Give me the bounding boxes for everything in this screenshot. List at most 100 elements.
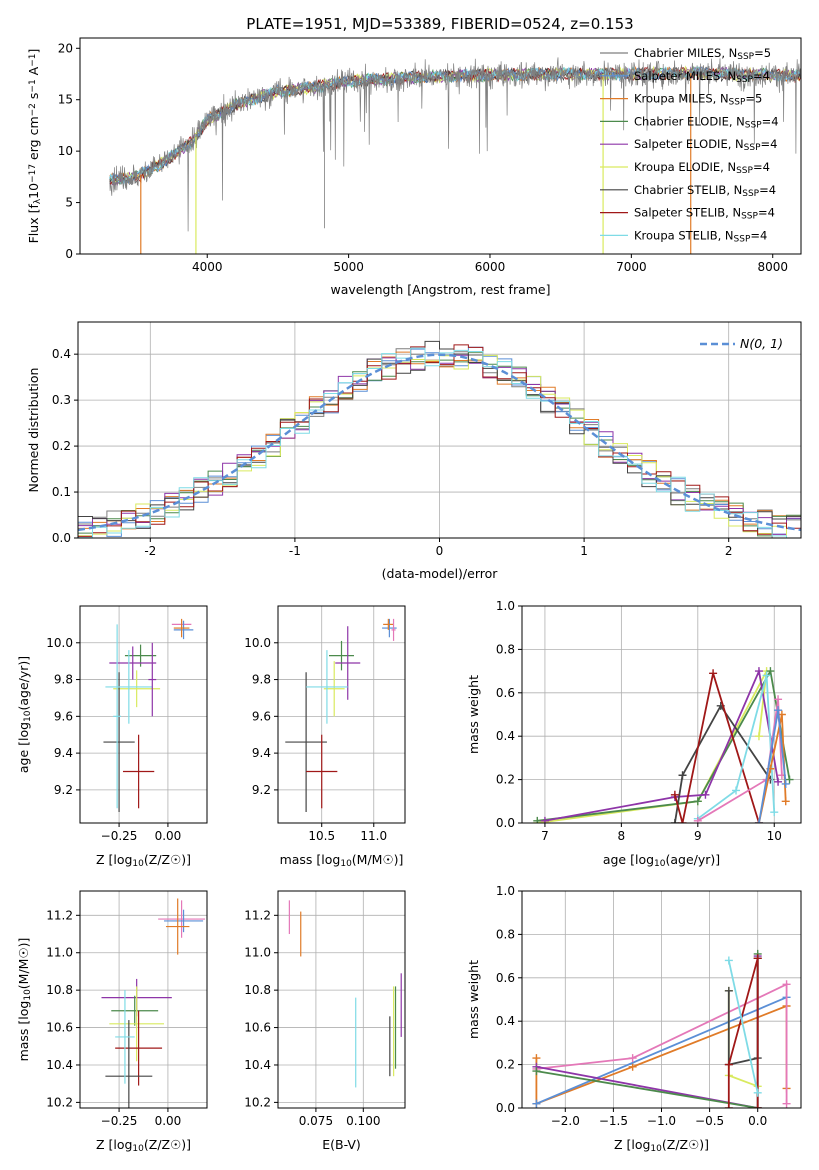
x-tick-label: 0.100	[346, 1114, 380, 1128]
y-axis-label: mass weight	[466, 675, 481, 754]
label-fragment: Salpeter MILES, N	[634, 69, 736, 83]
x-tick-label: 0.00	[155, 1114, 182, 1128]
y-axis-label: mass [log10(M/M☉)]	[16, 938, 33, 1062]
x-tick-label: 7	[541, 829, 549, 843]
axes-frame	[79, 37, 802, 255]
y-tick-label: 0.1	[52, 485, 71, 499]
label-fragment: =4	[753, 69, 770, 83]
label-fragment: (age/yr)]	[665, 852, 720, 867]
label-fragment: log	[631, 1137, 650, 1152]
y-tick-label: 10.6	[46, 1021, 73, 1035]
weight-marker	[753, 954, 762, 963]
y-tick-label: 0.4	[496, 1014, 515, 1028]
label-fragment: Kroupa ELODIE, N	[634, 160, 736, 174]
label-fragment: SSP	[741, 212, 758, 222]
y-tick-label: 11.0	[244, 946, 271, 960]
label-fragment: −17	[28, 164, 38, 183]
label-fragment: 10	[23, 989, 33, 1001]
weight-line	[536, 996, 787, 1105]
y-tick-label: 11.2	[46, 908, 73, 922]
weight-marker	[782, 1099, 791, 1108]
label-fragment: SSP	[729, 98, 746, 108]
panel-residual-histogram: -2 -1 0 1 2 0.0 0.1 0.2 0.3 0.4 N(0, 1) (data-model…	[26, 321, 802, 581]
label-fragment: (Z/Z☉)]	[144, 1137, 191, 1152]
label-fragment: 10	[23, 710, 33, 722]
x-tick-label: −0.5	[695, 1114, 724, 1128]
label-fragment: (data-model)/error	[382, 566, 499, 581]
label-fragment: SSP	[734, 235, 751, 245]
x-tick-label: 8	[618, 829, 626, 843]
label-fragment: =4	[761, 137, 778, 151]
weight-marker	[774, 777, 783, 786]
axes-frame	[277, 605, 406, 824]
y-axis-label: age [log10(age/yr)]	[16, 656, 33, 773]
weight-marker	[678, 819, 687, 823]
x-tick-label: 8000	[757, 260, 788, 274]
y-tick-label: 0.2	[496, 1058, 515, 1072]
weight-line	[536, 956, 759, 1108]
weight-line	[697, 675, 776, 820]
y-tick-label: 0.4	[496, 729, 515, 743]
x-tick-label: −0.25	[101, 829, 138, 843]
y-tick-label: 9.4	[252, 746, 271, 760]
x-tick-label: −1.5	[599, 1114, 628, 1128]
x-tick-label: 4000	[192, 260, 223, 274]
weight-marker	[709, 669, 718, 678]
y-tick-label: 1.0	[496, 884, 515, 898]
panel-age-vs-Z: −0.25 0.009.29.49.69.810.0Z [log10(Z/Z☉)]…	[16, 605, 208, 869]
label-fragment: mass weight	[466, 675, 481, 754]
y-axis-label: Flux [fλ10−17 erg cm−2 s−1 A−1]	[26, 49, 43, 244]
x-axis-label: age [log10(age/yr)]	[603, 852, 720, 869]
label-fragment: (M/M☉)]	[352, 852, 404, 867]
weight-marker	[754, 732, 763, 741]
label-fragment: mass weight	[466, 960, 481, 1039]
panel-age-vs-mass: 10.5 11.0 9.2 9.4 9.6 9.8 10.0 mass [log10(M/M☉…	[244, 605, 406, 869]
label-fragment: SSP	[736, 75, 753, 85]
y-tick-label: 1.0	[496, 599, 515, 613]
label-fragment: =4	[762, 114, 779, 128]
x-tick-label: 6000	[475, 260, 506, 274]
weight-line	[727, 960, 759, 1093]
weight-marker	[770, 808, 779, 817]
x-tick-label: 2	[725, 544, 733, 558]
label-fragment: ]	[26, 49, 41, 54]
weight-marker	[754, 667, 763, 676]
label-fragment: Chabrier ELODIE, N	[634, 114, 745, 128]
label-fragment: (Z/Z☉)]	[144, 852, 191, 867]
weight-marker	[701, 790, 710, 799]
y-tick-label: 0.0	[496, 816, 515, 830]
label-fragment: =4	[758, 206, 775, 220]
weight-line	[674, 673, 760, 823]
label-fragment: Salpeter ELODIE, N	[634, 137, 744, 151]
weight-marker	[781, 779, 790, 788]
label-fragment: log	[113, 1137, 132, 1152]
y-tick-label: 15	[58, 93, 73, 107]
y-tick-label: 5	[65, 196, 73, 210]
x-tick-label: 9	[694, 829, 702, 843]
label-fragment: Kroupa STELIB, N	[634, 228, 734, 242]
label-fragment: log	[321, 852, 340, 867]
y-tick-label: 0.2	[496, 773, 515, 787]
y-tick-label: 10.8	[46, 983, 73, 997]
y-tick-label: 0.8	[496, 927, 515, 941]
x-tick-label: 7000	[616, 260, 647, 274]
plot-area	[101, 898, 206, 1108]
x-tick-label: 10.5	[308, 829, 335, 843]
legend-label: Chabrier MILES, NSSP=5	[634, 46, 771, 62]
weight-marker	[774, 695, 783, 704]
label-fragment: log	[16, 1001, 31, 1020]
label-fragment: 10	[132, 1144, 144, 1154]
label-fragment: wavelength [Angstrom, rest frame]	[330, 282, 550, 297]
weight-marker	[782, 980, 791, 989]
y-tick-label: 9.6	[252, 709, 271, 723]
legend-label: Salpeter MILES, NSSP=4	[634, 69, 770, 85]
y-tick-label: 0.0	[496, 1101, 515, 1115]
legend-label: Chabrier ELODIE, NSSP=4	[634, 114, 779, 130]
label-fragment: age [	[16, 741, 31, 773]
weight-marker	[724, 1060, 733, 1069]
label-fragment: −2	[28, 103, 38, 116]
x-axis-label: mass [log10(M/M☉)]	[280, 852, 404, 869]
x-tick-label: 0.00	[155, 829, 182, 843]
legend-label: Kroupa STELIB, NSSP=4	[634, 228, 767, 244]
x-axis-label: wavelength [Angstrom, rest frame]	[330, 282, 550, 297]
